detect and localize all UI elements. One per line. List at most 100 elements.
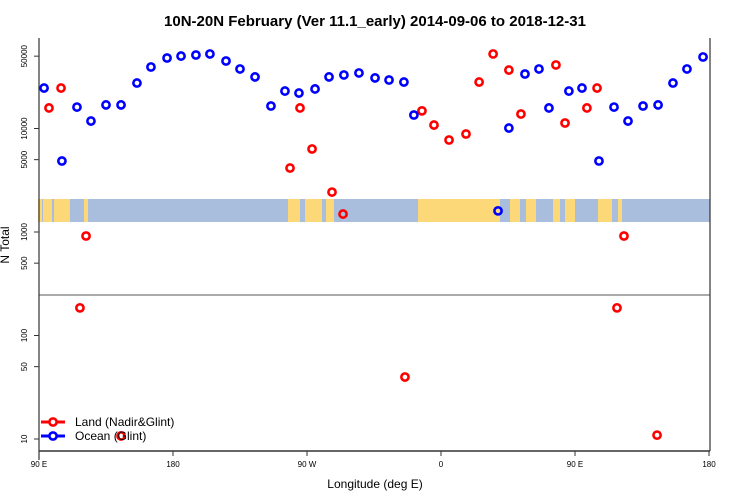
ocean-point (205, 49, 215, 59)
land-shape (288, 199, 300, 222)
land-shape (510, 199, 520, 222)
y-tick-label: 10 (20, 434, 29, 443)
land-point (307, 144, 317, 154)
x-tick-label: 0 (439, 460, 444, 469)
y-ticks: 10 50 100 500 1000 5000 10000 50000 (20, 44, 39, 443)
ocean-point (534, 64, 544, 74)
land-shape (84, 199, 88, 222)
y-tick-label: 500 (20, 256, 29, 270)
map-strip (38, 199, 710, 222)
land-shape (526, 199, 536, 222)
ocean-point (221, 56, 231, 66)
ocean-point (250, 72, 260, 82)
ocean-point (294, 88, 304, 98)
ocean-point (577, 83, 587, 93)
ocean-point (354, 68, 364, 78)
ocean-point (409, 110, 419, 120)
land-point (75, 302, 85, 313)
ocean-point (503, 123, 514, 133)
legend: Land (Nadir&Glint)Ocean (Glint) (41, 415, 174, 443)
land-point (417, 105, 427, 116)
ocean-point (280, 86, 290, 96)
y-tick-label: 50000 (20, 44, 29, 67)
y-tick-label: 50 (20, 362, 29, 371)
ocean-point (235, 64, 245, 74)
x-axis-label: Longitude (deg E) (327, 477, 422, 491)
ocean-point (594, 156, 604, 166)
land-point (295, 103, 305, 113)
ocean-point (609, 102, 619, 112)
x-tick-label: 90 E (567, 460, 583, 469)
land-point (327, 187, 337, 197)
ocean-point (638, 101, 648, 111)
ocean-point (132, 78, 142, 88)
land-point (338, 209, 348, 219)
land-point (652, 430, 662, 441)
land-shape (598, 199, 612, 222)
land-point (474, 77, 485, 87)
ocean-point (310, 84, 320, 94)
land-shape (43, 199, 52, 222)
ocean-point (682, 64, 692, 74)
ocean-point (86, 116, 96, 126)
ocean-point (162, 53, 172, 63)
land-point (619, 231, 629, 241)
x-ticks: 90 E 180 90 W 0 90 E 180 (31, 451, 716, 469)
legend-marker (48, 431, 58, 441)
ocean-band (39, 199, 710, 222)
ocean-point (384, 75, 394, 85)
ocean-point (57, 156, 67, 166)
land-point (44, 103, 54, 113)
ocean-point (324, 72, 334, 82)
land-point (461, 129, 471, 139)
ocean-point (399, 77, 409, 87)
land-point (516, 109, 526, 119)
land-shape (418, 199, 500, 222)
x-tick-label: 90 W (298, 460, 317, 469)
x-tick-label: 180 (166, 460, 180, 469)
ocean-point (668, 78, 678, 88)
land-shape (618, 199, 622, 222)
ocean-point (544, 103, 554, 113)
ocean-point (191, 50, 201, 60)
ocean-point (563, 86, 574, 96)
land-point (592, 83, 602, 93)
legend-marker (48, 417, 58, 427)
ocean-point (72, 102, 82, 112)
ocean-point (101, 100, 111, 110)
y-tick-label: 10000 (20, 117, 29, 140)
y-tick-label: 100 (20, 328, 29, 342)
land-point (560, 118, 570, 128)
ocean-point (116, 100, 126, 110)
land-shape (38, 199, 42, 222)
legend-label: Ocean (Glint) (75, 429, 146, 443)
y-axis-label: N Total (0, 226, 12, 263)
ocean-point (339, 70, 349, 80)
land-point (582, 103, 592, 113)
ocean-point (493, 205, 503, 216)
land-point (429, 120, 439, 130)
land-shape (553, 199, 560, 222)
chart-title: 10N-20N February (Ver 11.1_early) 2014-0… (164, 13, 586, 30)
ocean-point (698, 52, 708, 62)
land-point (551, 60, 561, 70)
ocean-point (146, 62, 156, 72)
land-shape (305, 199, 322, 222)
ocean-point (266, 101, 276, 111)
land-point (488, 49, 499, 59)
land-point (285, 163, 295, 173)
x-tick-label: 180 (702, 460, 716, 469)
legend-label: Land (Nadir&Glint) (75, 415, 174, 429)
land-shape (326, 199, 334, 222)
land-point (56, 83, 66, 93)
land-point (444, 135, 454, 145)
ocean-point (176, 51, 186, 61)
ocean-point (520, 69, 530, 79)
ocean-point (653, 100, 663, 110)
ocean-point (370, 73, 380, 83)
land-point (503, 65, 514, 75)
y-tick-label: 1000 (20, 223, 29, 241)
y-tick-label: 5000 (20, 150, 29, 168)
ocean-point (39, 83, 49, 93)
